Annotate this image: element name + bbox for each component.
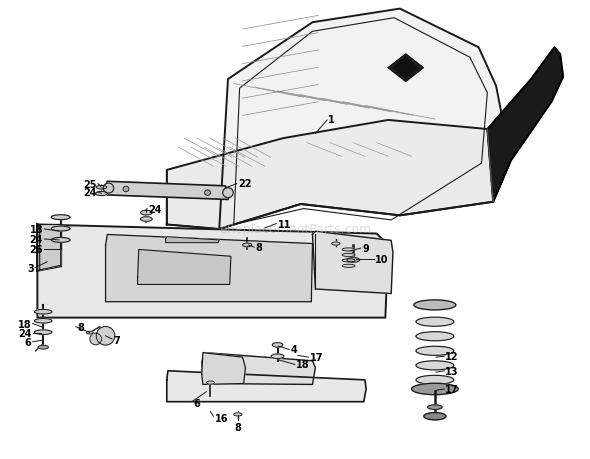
Text: 17: 17	[445, 384, 459, 394]
Polygon shape	[388, 55, 423, 82]
Ellipse shape	[51, 227, 70, 231]
Text: 18: 18	[296, 360, 310, 369]
Text: 7: 7	[113, 335, 120, 345]
Ellipse shape	[416, 375, 454, 385]
Text: 26: 26	[30, 245, 43, 254]
Text: 24: 24	[30, 235, 43, 245]
Ellipse shape	[342, 254, 355, 257]
Text: 6: 6	[25, 337, 31, 347]
Text: 24: 24	[83, 187, 97, 197]
Text: 18: 18	[18, 319, 31, 329]
Text: 11: 11	[277, 219, 291, 229]
Ellipse shape	[140, 211, 152, 215]
Ellipse shape	[416, 361, 454, 370]
Ellipse shape	[96, 192, 107, 196]
Text: 17: 17	[310, 353, 323, 362]
Ellipse shape	[103, 184, 114, 194]
Ellipse shape	[347, 258, 360, 263]
Ellipse shape	[416, 318, 454, 326]
Text: 10: 10	[375, 254, 389, 264]
Ellipse shape	[51, 238, 70, 243]
Ellipse shape	[34, 330, 52, 335]
Ellipse shape	[206, 381, 215, 384]
Text: eReplacementParts.com: eReplacementParts.com	[219, 223, 371, 236]
Polygon shape	[202, 353, 316, 385]
Text: 13: 13	[445, 366, 459, 376]
Text: 9: 9	[362, 244, 369, 253]
Text: 12: 12	[445, 352, 459, 361]
Text: 25: 25	[83, 179, 97, 189]
Ellipse shape	[412, 383, 458, 395]
Polygon shape	[40, 225, 61, 270]
Polygon shape	[202, 353, 245, 385]
Ellipse shape	[205, 190, 211, 196]
Circle shape	[90, 333, 101, 345]
Polygon shape	[167, 371, 366, 402]
Text: 8: 8	[234, 422, 241, 432]
Ellipse shape	[96, 186, 107, 190]
Ellipse shape	[424, 413, 446, 420]
Ellipse shape	[416, 347, 454, 356]
Ellipse shape	[38, 346, 48, 349]
Circle shape	[96, 327, 115, 345]
Ellipse shape	[34, 319, 52, 323]
Ellipse shape	[222, 188, 233, 198]
Polygon shape	[106, 182, 231, 200]
Ellipse shape	[342, 265, 355, 268]
Polygon shape	[106, 235, 313, 302]
Polygon shape	[393, 58, 418, 79]
Polygon shape	[219, 10, 511, 230]
Ellipse shape	[272, 343, 283, 347]
Ellipse shape	[416, 332, 454, 341]
Polygon shape	[166, 237, 219, 243]
Ellipse shape	[234, 413, 242, 416]
Text: 6: 6	[193, 398, 200, 408]
Ellipse shape	[86, 331, 93, 334]
Ellipse shape	[123, 187, 129, 192]
Ellipse shape	[342, 248, 355, 252]
Text: 8: 8	[255, 243, 262, 252]
Ellipse shape	[342, 259, 355, 263]
Ellipse shape	[271, 354, 284, 359]
Ellipse shape	[140, 217, 152, 222]
Polygon shape	[37, 225, 388, 318]
Ellipse shape	[428, 405, 442, 409]
Text: 24: 24	[18, 328, 31, 338]
Text: 18: 18	[30, 224, 43, 235]
Polygon shape	[487, 48, 563, 202]
Ellipse shape	[51, 215, 70, 220]
Text: 24: 24	[148, 204, 162, 214]
Ellipse shape	[332, 242, 340, 246]
Polygon shape	[137, 250, 231, 285]
Ellipse shape	[414, 300, 456, 310]
Text: 1: 1	[328, 115, 335, 125]
Polygon shape	[167, 121, 496, 230]
Text: 8: 8	[77, 322, 84, 332]
Ellipse shape	[242, 244, 252, 247]
Text: 22: 22	[238, 179, 251, 189]
Text: 16: 16	[215, 413, 228, 423]
Text: 4: 4	[290, 345, 297, 355]
Polygon shape	[313, 232, 393, 294]
Text: 3: 3	[27, 263, 34, 273]
Ellipse shape	[34, 310, 52, 314]
